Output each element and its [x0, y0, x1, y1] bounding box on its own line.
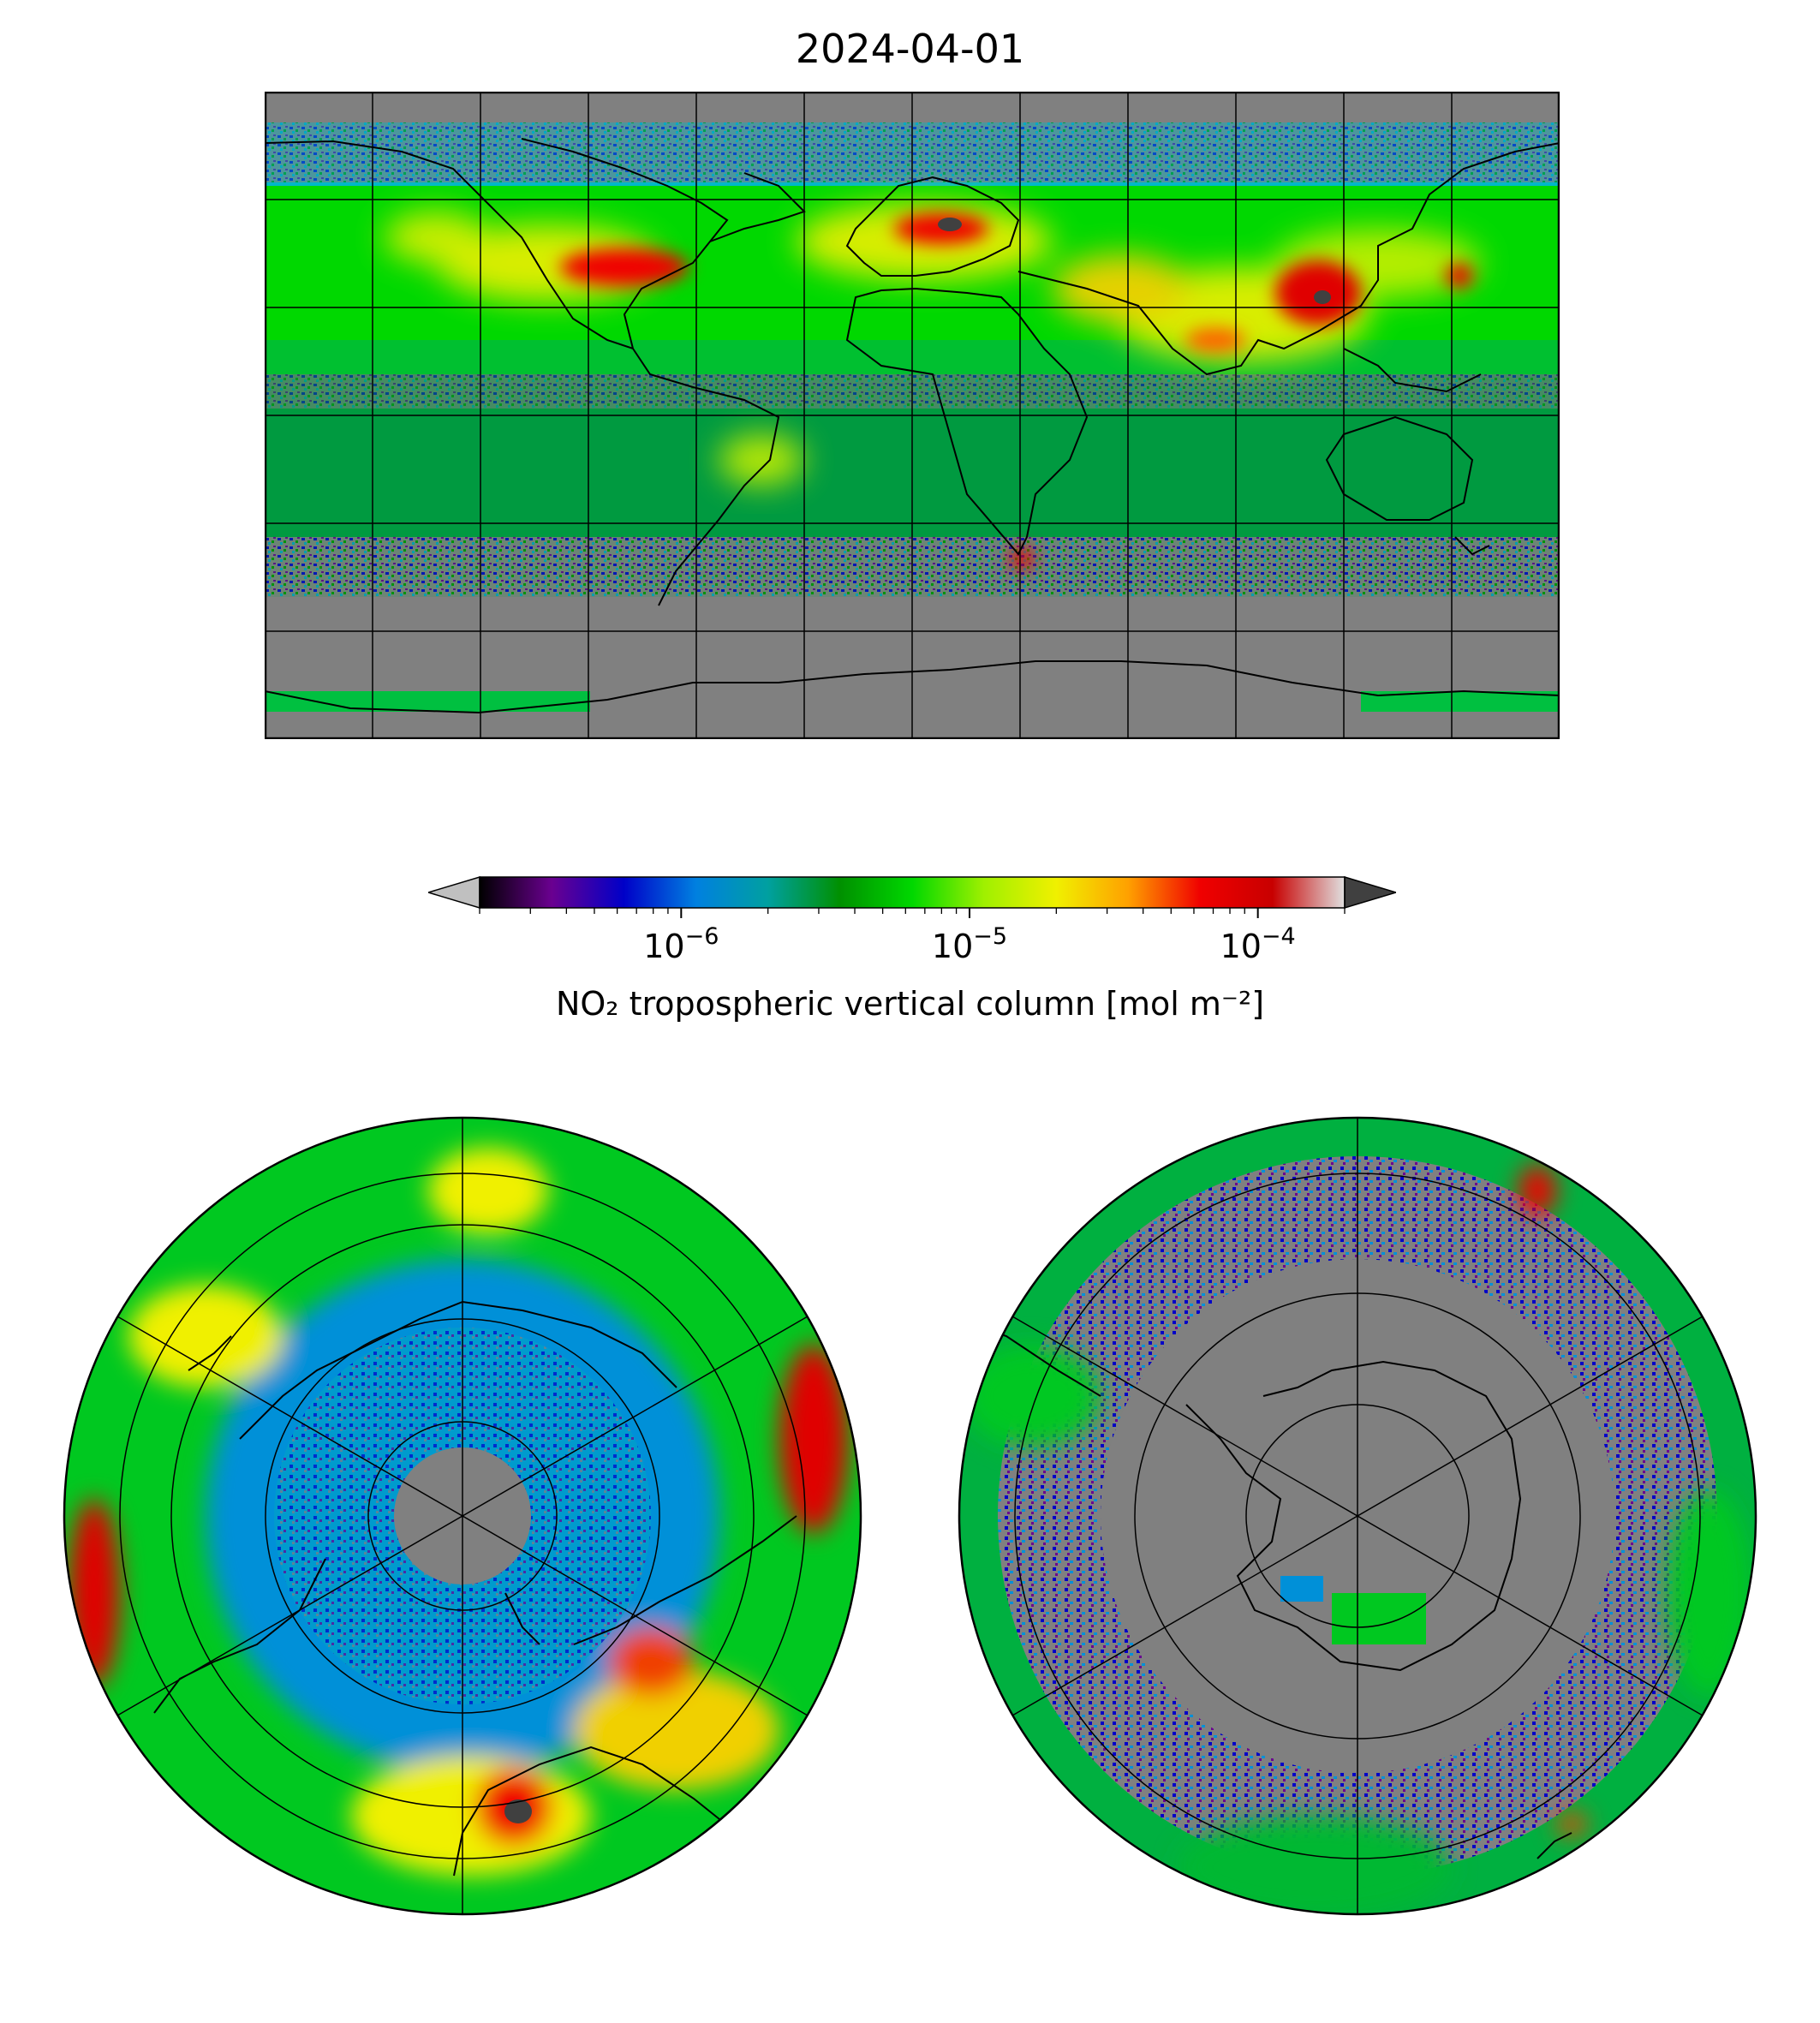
- colorbar-extend-under: [428, 875, 480, 910]
- graticule: [265, 92, 1560, 739]
- north-hotspot-us: [69, 1499, 120, 1687]
- saturated-europe: [938, 218, 962, 231]
- south-graticule: [1011, 1118, 1704, 1914]
- south-green-patch-2: [1666, 1490, 1751, 1696]
- north-map-frame: [63, 1116, 862, 1916]
- hotspot-india: [1185, 328, 1245, 352]
- colorbar-tick-label: 10−6: [643, 923, 719, 959]
- colorbar-label: NO₂ tropospheric vertical column [mol m⁻…: [555, 985, 1265, 1023]
- coastlines: [265, 138, 1560, 714]
- global-map-frame: [265, 92, 1560, 739]
- south-polar-map: [958, 1116, 1757, 1916]
- colorbar: 10−6 10−5 10−4: [428, 875, 1396, 959]
- colorbar-extend-over: [1344, 875, 1396, 910]
- south-map-frame: [958, 1116, 1757, 1916]
- north-graticule: [116, 1118, 809, 1914]
- north-yellow-band-2: [428, 1148, 548, 1233]
- south-hotspot-africa: [1519, 1165, 1556, 1216]
- colorbar-frame: [479, 876, 1346, 909]
- north-yellow-band-1: [128, 1285, 283, 1387]
- north-yellow-band-3: [574, 1670, 779, 1790]
- north-hotspot-siberia: [608, 1627, 694, 1696]
- south-green-patch-1: [964, 1345, 1101, 1447]
- hotspot-japan: [1446, 264, 1473, 288]
- south-hotspot-australia: [1556, 1812, 1587, 1836]
- colorbar-body: [480, 877, 1345, 908]
- north-yellow-band-4: [351, 1756, 591, 1876]
- global-map: [265, 92, 1560, 739]
- north-coastlines: [153, 1300, 797, 1877]
- colorbar-ticks: 10−6 10−5 10−4: [479, 908, 1346, 959]
- north-polar-map: [63, 1116, 862, 1916]
- north-hotspot-china: [779, 1345, 848, 1533]
- colorbar-tick-label: 10−5: [932, 923, 1007, 959]
- hotspot-eastern-us: [560, 248, 689, 286]
- south-antarctic-patches: [1280, 1576, 1426, 1644]
- saturated-china: [1314, 290, 1331, 304]
- hotspot-south-africa: [1010, 548, 1034, 569]
- south-green-patch-3: [1178, 1816, 1452, 1914]
- colorbar-tick-label: 10−4: [1220, 923, 1296, 959]
- chart-title: 2024-04-01: [795, 26, 1025, 72]
